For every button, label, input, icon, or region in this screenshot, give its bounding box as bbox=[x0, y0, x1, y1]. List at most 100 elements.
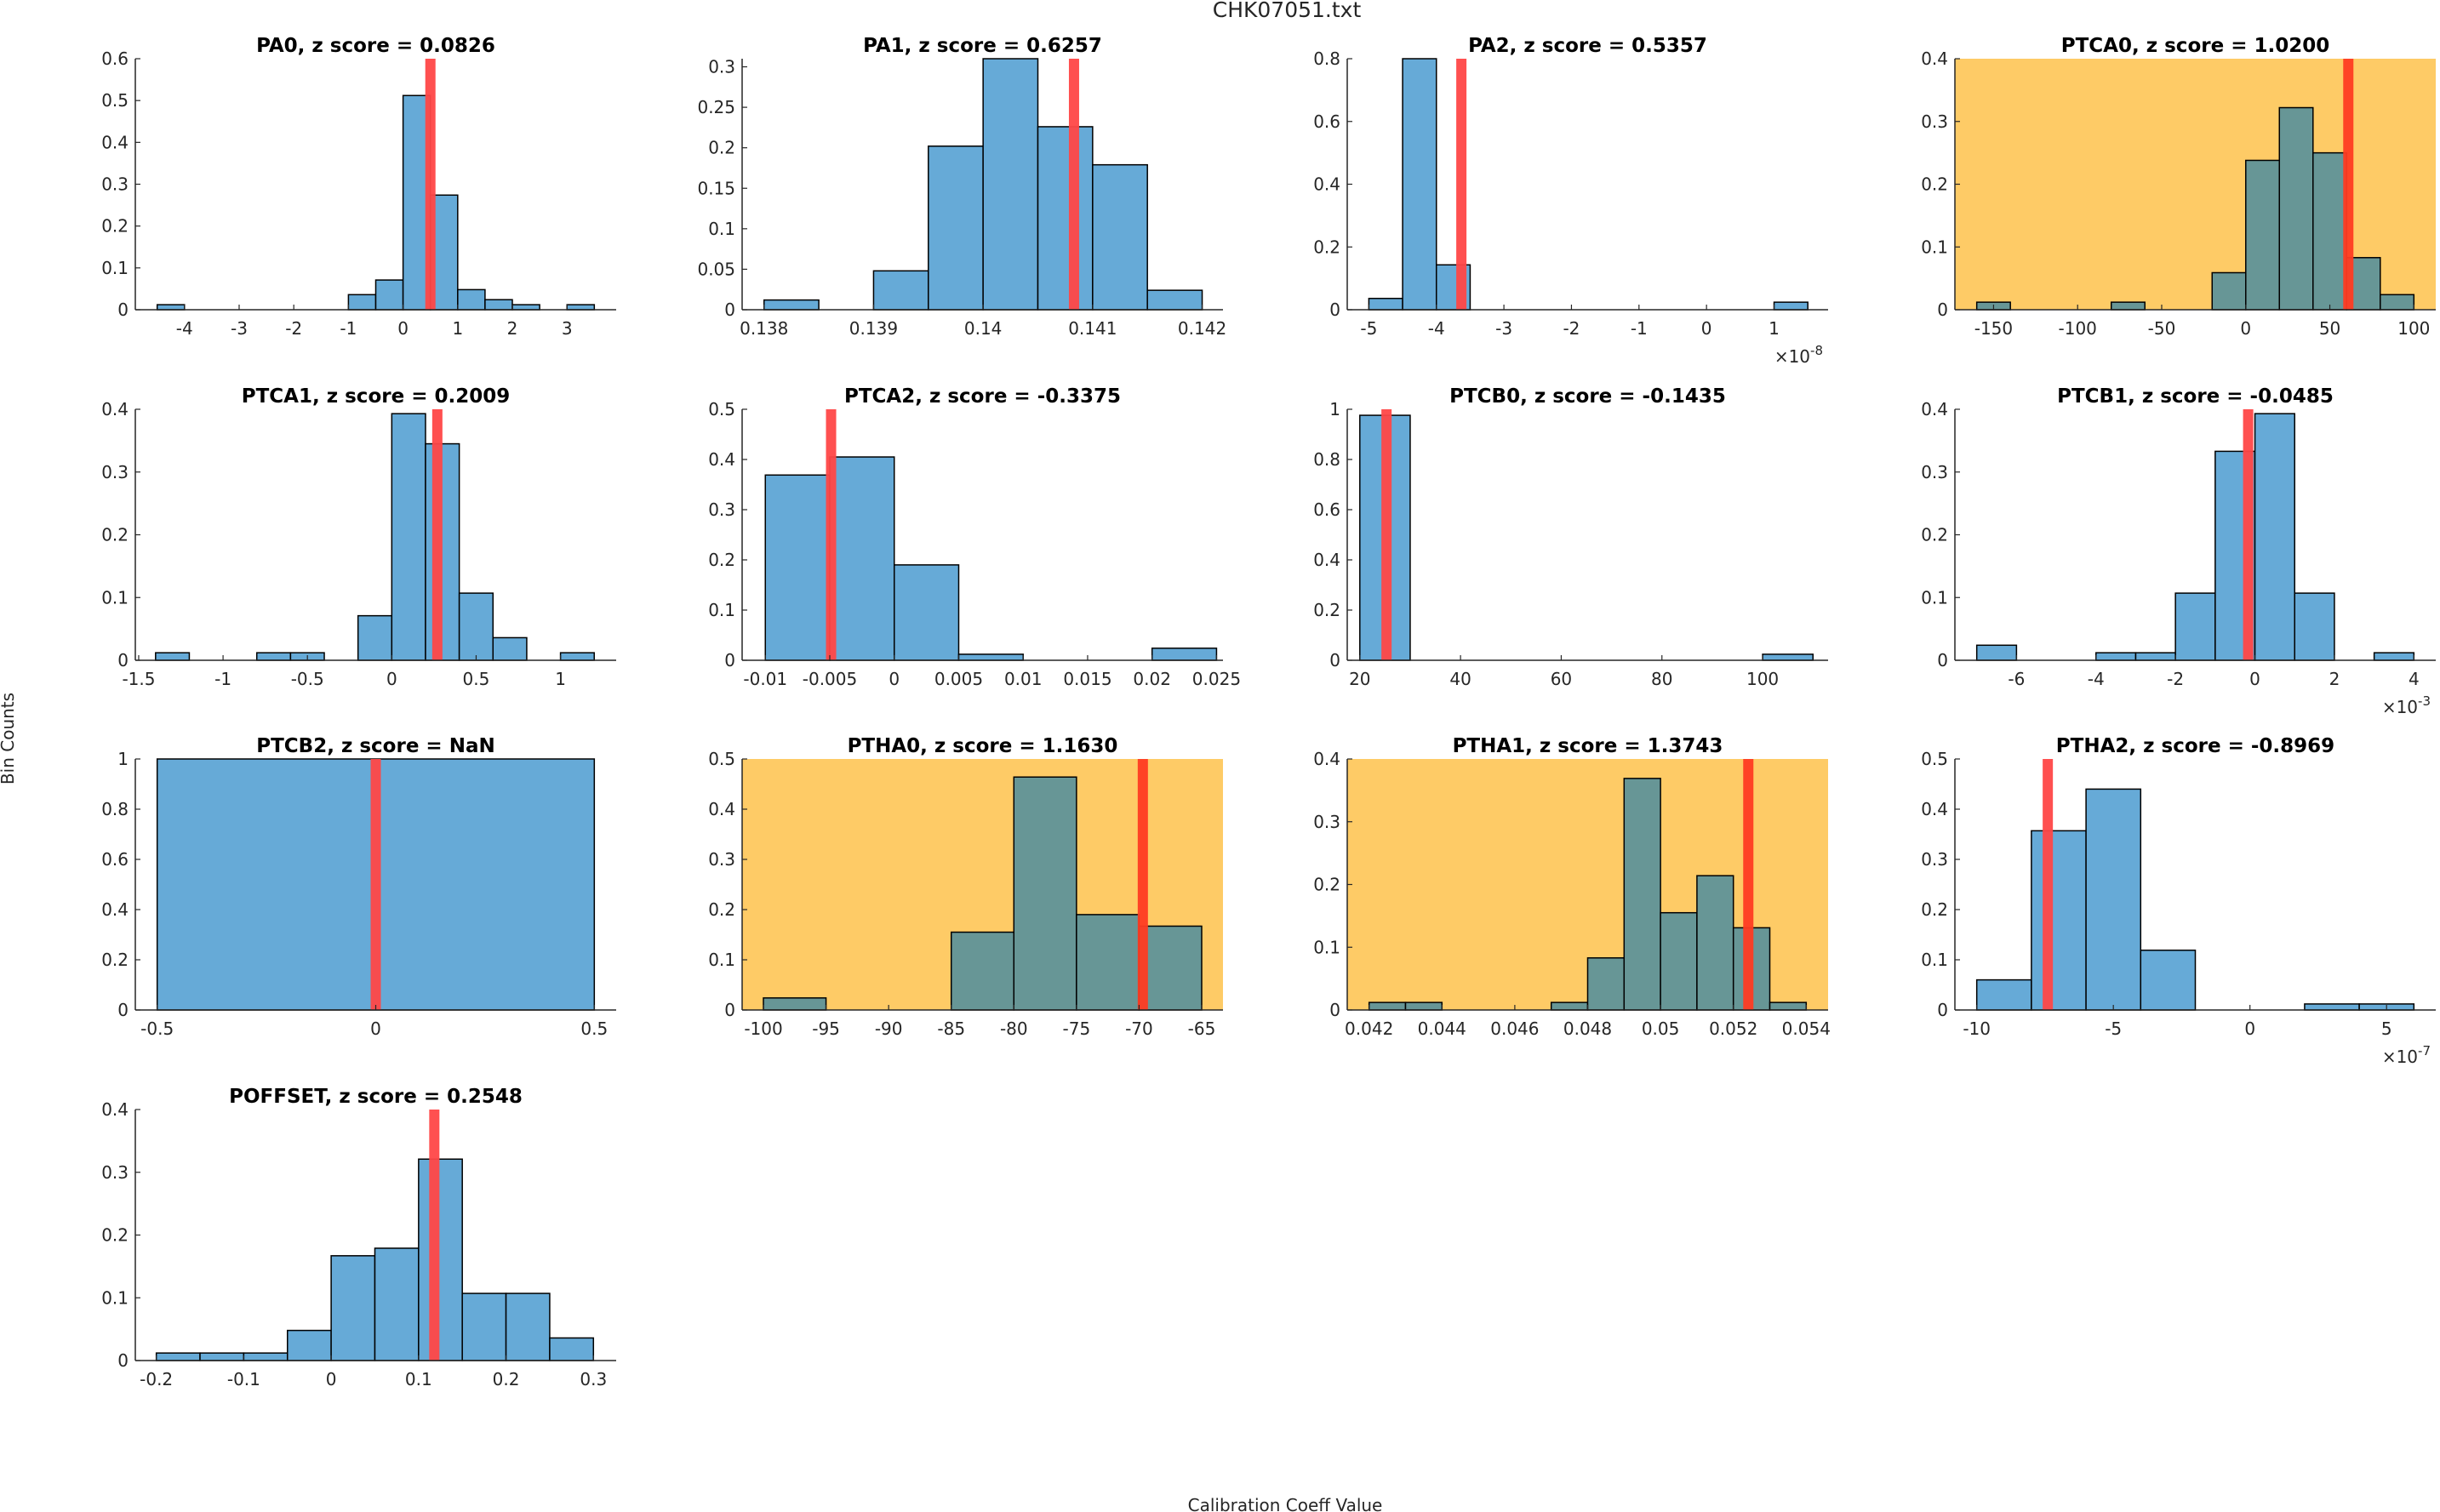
y-tick-label: 0 bbox=[1329, 650, 1340, 670]
x-tick-label: 20 bbox=[1349, 669, 1370, 689]
y-tick-label: 0.1 bbox=[708, 219, 735, 239]
subplot-ptha1: 0.042 0.044 0.046 0.048 0.05 0.052 0.054 0 0.1 0.… bbox=[1313, 735, 1831, 1039]
x-tick-label: 0 bbox=[2244, 1018, 2255, 1039]
histogram-bar bbox=[1975, 979, 2032, 1011]
figure-ylabel: Bin Counts bbox=[0, 693, 18, 785]
y-tick-label: 0.2 bbox=[1313, 875, 1340, 895]
x-tick-label: 0.139 bbox=[849, 318, 898, 339]
x-exponent-label: ×10-7 bbox=[2382, 1043, 2431, 1067]
x-tick-label: -1 bbox=[340, 318, 357, 339]
x-tick-label: 0 bbox=[2240, 318, 2251, 339]
histogram-bar bbox=[255, 652, 292, 661]
y-tick-label: 0.1 bbox=[708, 600, 735, 620]
x-tick-label: -100 bbox=[744, 1018, 782, 1039]
y-tick-label: 0.2 bbox=[708, 899, 735, 920]
histogram-bar bbox=[2095, 652, 2137, 661]
y-tick-label: 0.4 bbox=[101, 1099, 129, 1120]
subplot-ptca0: -150 -100 -50 0 50 100 0 0.1 0.2 0.3 0.4 PTCA0, z s… bbox=[1921, 35, 2436, 339]
y-tick-label: 0.1 bbox=[101, 258, 129, 278]
histogram-bar bbox=[461, 1292, 507, 1361]
x-tick-label: 0.005 bbox=[934, 669, 983, 689]
histogram-bar bbox=[1151, 648, 1218, 661]
histogram-bar bbox=[156, 304, 186, 311]
x-tick-label: -6 bbox=[2008, 669, 2025, 689]
x-tick-label: -75 bbox=[1063, 1018, 1091, 1039]
y-tick-label: 0 bbox=[724, 650, 735, 670]
x-tick-label: -95 bbox=[812, 1018, 840, 1039]
y-tick-label: 0.8 bbox=[101, 799, 129, 819]
y-tick-label: 0.4 bbox=[1921, 399, 1948, 419]
y-tick-label: 0 bbox=[1937, 1000, 1948, 1020]
x-tick-label: 1 bbox=[1769, 318, 1780, 339]
sample-value-marker bbox=[2043, 759, 2054, 1010]
x-tick-label: 0.02 bbox=[1133, 669, 1171, 689]
y-tick-label: 0 bbox=[1329, 1000, 1340, 1020]
histogram-bar bbox=[763, 997, 827, 1011]
histogram-bar bbox=[2312, 151, 2348, 311]
x-tick-label: 100 bbox=[1746, 669, 1779, 689]
x-tick-label: 1 bbox=[452, 318, 463, 339]
subplot-pa1: 0.138 0.139 0.14 0.141 0.142 0 0.05 0.1 0.15 0.2 0… bbox=[697, 35, 1226, 339]
x-exponent-label: ×10-8 bbox=[1774, 343, 1823, 367]
y-tick-label: 0.8 bbox=[1313, 48, 1340, 69]
histogram-bar bbox=[893, 564, 960, 661]
y-tick-label: 0.05 bbox=[697, 259, 735, 279]
y-tick-label: 0.1 bbox=[1921, 587, 1948, 608]
histogram-bar bbox=[1586, 957, 1626, 1011]
histogram-bar bbox=[1076, 914, 1140, 1011]
y-tick-label: 0.2 bbox=[708, 138, 735, 158]
y-tick-label: 0.4 bbox=[1313, 749, 1340, 769]
histogram-bar bbox=[1773, 301, 1809, 311]
x-tick-label: 0.044 bbox=[1418, 1018, 1466, 1039]
y-tick-label: 0 bbox=[117, 650, 129, 670]
x-tick-label: 3 bbox=[562, 318, 573, 339]
y-tick-label: 0.2 bbox=[101, 1225, 129, 1246]
x-tick-label: -0.1 bbox=[227, 1369, 260, 1389]
y-tick-label: 0.4 bbox=[1921, 799, 1948, 819]
x-tick-label: -1 bbox=[214, 669, 231, 689]
x-tick-label: 0.14 bbox=[964, 318, 1003, 339]
histogram-bar bbox=[357, 614, 393, 661]
histogram-bar bbox=[2373, 652, 2415, 661]
subplot-title: PTCA2, z score = -0.3375 bbox=[844, 385, 1121, 408]
histogram-bar bbox=[391, 413, 426, 661]
histogram-bar bbox=[505, 1292, 551, 1361]
histogram-bar bbox=[347, 294, 377, 311]
y-tick-label: 0.2 bbox=[1313, 600, 1340, 620]
y-tick-label: 0.3 bbox=[101, 462, 129, 482]
histogram-bar bbox=[950, 931, 1015, 1011]
figure-xlabel: Calibration Coeff Value bbox=[1188, 1495, 1383, 1512]
y-tick-label: 0.3 bbox=[708, 57, 735, 77]
x-tick-label: 0.138 bbox=[740, 318, 788, 339]
y-tick-label: 0.8 bbox=[1313, 449, 1340, 470]
y-tick-label: 0.5 bbox=[708, 749, 735, 769]
histogram-bar bbox=[1696, 875, 1734, 1011]
x-tick-label: 0.1 bbox=[405, 1369, 432, 1389]
histogram-bar bbox=[1660, 911, 1698, 1011]
y-tick-label: 0.2 bbox=[101, 525, 129, 545]
histogram-bar bbox=[1402, 58, 1437, 311]
y-tick-label: 0 bbox=[1937, 650, 1948, 670]
subplot-title: PA2, z score = 0.5357 bbox=[1468, 35, 1707, 57]
x-tick-label: 2 bbox=[507, 318, 518, 339]
y-tick-label: 0.4 bbox=[1313, 174, 1340, 195]
subplot-ptcb0: 20 40 60 80 100 0 0.2 0.4 0.6 0.8 1 PTCB0, z score … bbox=[1313, 385, 1828, 689]
histogram-bar bbox=[559, 652, 595, 661]
x-tick-label: -70 bbox=[1125, 1018, 1153, 1039]
x-tick-label: -1 bbox=[1631, 318, 1648, 339]
figure-title: CHK07051.txt bbox=[1213, 0, 1362, 22]
x-tick-label: 0.3 bbox=[580, 1369, 607, 1389]
sample-value-marker bbox=[826, 409, 837, 660]
histogram-bar bbox=[1404, 1001, 1443, 1011]
x-tick-label: 0.015 bbox=[1063, 669, 1111, 689]
sample-value-marker bbox=[431, 409, 443, 660]
y-tick-label: 0.4 bbox=[1921, 48, 1948, 69]
y-tick-label: 0.4 bbox=[101, 132, 129, 152]
y-tick-label: 0.5 bbox=[101, 90, 129, 111]
y-tick-label: 0.1 bbox=[1313, 937, 1340, 957]
histogram-bar bbox=[2304, 1003, 2360, 1011]
histogram-bar bbox=[2294, 592, 2335, 661]
histogram-bar bbox=[2174, 592, 2216, 661]
y-tick-label: 1 bbox=[117, 749, 129, 769]
y-tick-label: 0.2 bbox=[1921, 174, 1948, 195]
